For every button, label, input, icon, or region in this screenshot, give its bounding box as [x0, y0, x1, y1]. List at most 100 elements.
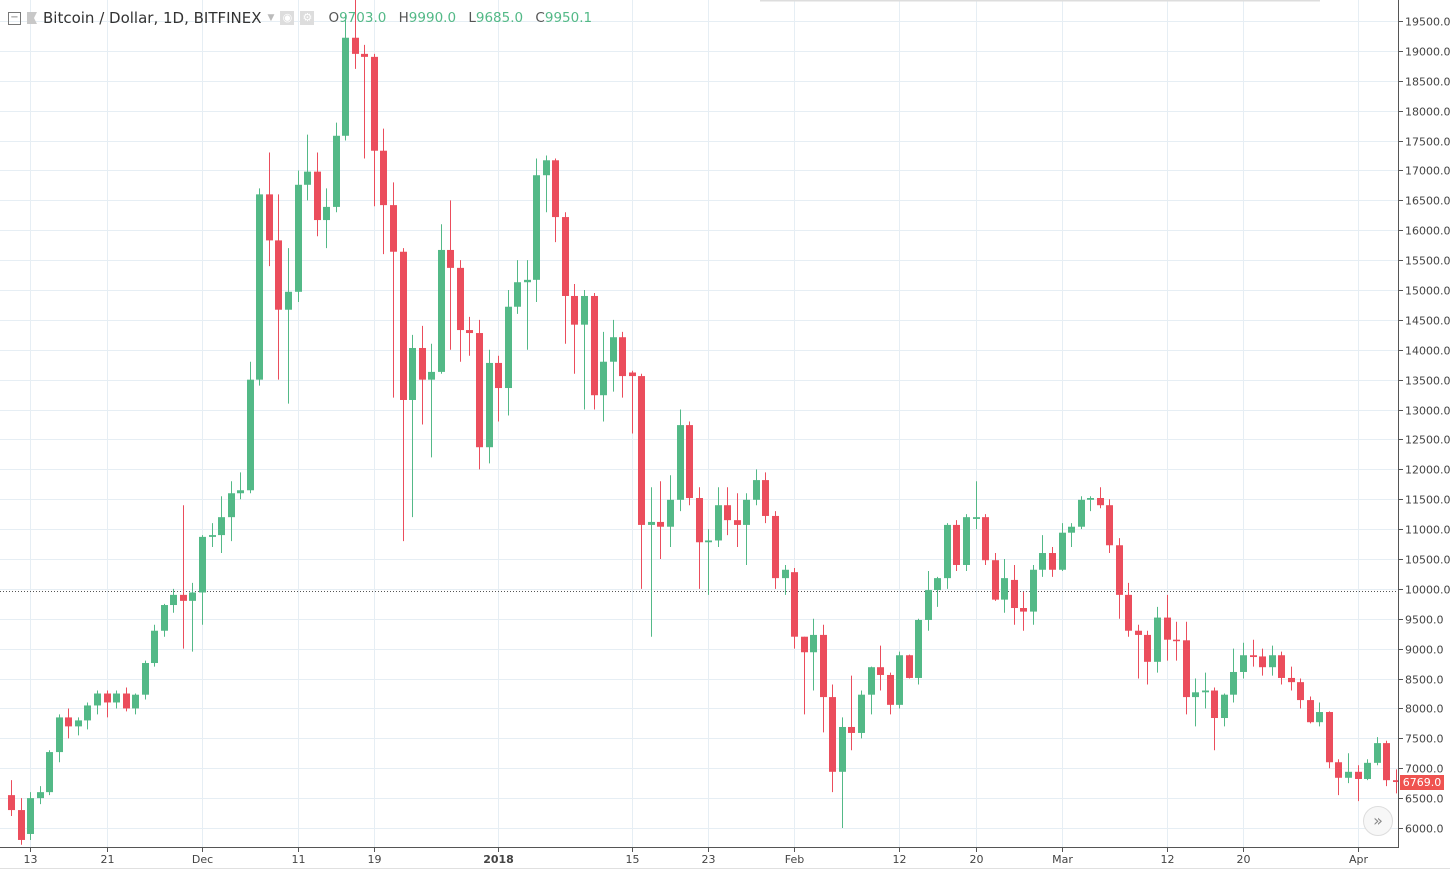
candle-up	[1087, 498, 1094, 500]
price-tick-label: 11500.0	[1405, 494, 1450, 507]
candle-up	[715, 505, 722, 541]
candle-down	[1049, 553, 1056, 570]
candle-down	[123, 693, 130, 709]
candle-down	[495, 362, 502, 389]
candle-up	[161, 605, 168, 631]
candle-up	[533, 175, 540, 280]
candle-up	[1001, 578, 1008, 600]
candle-down	[390, 205, 397, 252]
candle-up	[581, 295, 588, 325]
candle-up	[973, 517, 980, 519]
candle-up	[428, 371, 435, 380]
candle-down	[686, 425, 693, 499]
candle-up	[944, 524, 951, 579]
candle-up	[610, 337, 617, 362]
price-tick-label: 16000.0	[1405, 225, 1450, 238]
candle-up	[342, 37, 349, 136]
price-tick-label: 14000.0	[1405, 345, 1450, 358]
price-tick-label: 12000.0	[1405, 464, 1450, 477]
time-tick-label: 2018	[483, 853, 514, 866]
candle-down	[18, 810, 25, 840]
candle-up	[256, 194, 263, 380]
candle-up	[486, 362, 493, 448]
candle-up	[753, 480, 760, 500]
gear-icon[interactable]: ⚙	[300, 11, 315, 25]
price-tick-label: 18000.0	[1405, 106, 1450, 119]
candle-up	[285, 291, 292, 310]
candle-up	[84, 705, 91, 721]
candle-down	[657, 521, 664, 527]
price-axis[interactable]	[1398, 0, 1450, 848]
candle-up	[810, 634, 817, 653]
candle-down	[466, 330, 473, 334]
candle-up	[438, 249, 445, 372]
candle-up	[648, 521, 655, 525]
open-label: O	[328, 10, 340, 26]
candle-down	[1326, 712, 1333, 763]
candle-up	[1374, 743, 1381, 763]
price-tick-label: 17000.0	[1405, 165, 1450, 178]
candle-up	[1192, 692, 1199, 698]
candle-down	[772, 515, 779, 579]
candle-up	[915, 619, 922, 678]
collapse-icon[interactable]: −	[8, 11, 21, 25]
visibility-icon[interactable]: ◉	[280, 11, 295, 25]
candle-up	[1078, 499, 1085, 527]
candle-up	[1030, 569, 1037, 612]
candle-up	[1039, 553, 1046, 570]
price-tick-label: 6500.0	[1405, 793, 1444, 806]
chart-legend: − Bitcoin / Dollar, 1D, BITFINEX ▼ ◉ ⚙ O…	[8, 9, 592, 27]
candle-up	[677, 425, 684, 500]
time-axis-ticks[interactable]: 13 21 Dec 11 19 2018 15 23 Feb 12 20 Mar 12 20 Apr	[24, 847, 1369, 866]
candle-up	[333, 135, 340, 207]
candle-up	[189, 592, 196, 601]
scroll-to-realtime-button[interactable]: »	[1363, 806, 1393, 836]
chevron-down-icon[interactable]: ▼	[267, 13, 275, 23]
candle-down	[476, 333, 483, 448]
price-tick-label: 6000.0	[1405, 823, 1444, 836]
candle-down	[762, 480, 769, 516]
price-tick-label: 15500.0	[1405, 255, 1450, 268]
time-tick-label: 11	[292, 853, 306, 866]
candle-up	[199, 536, 206, 593]
price-tick-label: 19000.0	[1405, 46, 1450, 59]
time-tick-label: Dec	[192, 853, 213, 866]
candle-down	[1335, 762, 1342, 778]
candle-down	[552, 160, 559, 218]
candle-up	[142, 663, 149, 695]
candle-up	[839, 726, 846, 772]
candle-down	[1250, 655, 1257, 658]
price-tick-label: 7000.0	[1405, 763, 1444, 776]
candle-down	[400, 251, 407, 400]
candle-up	[858, 694, 865, 733]
candle-up	[925, 590, 932, 620]
symbol-title[interactable]: Bitcoin / Dollar, 1D, BITFINEX	[43, 9, 262, 27]
candle-down	[1297, 682, 1304, 701]
candle-down	[275, 240, 282, 310]
candle-down	[571, 295, 578, 325]
candle-up	[705, 540, 712, 543]
candle-down	[562, 217, 569, 296]
candle-up	[505, 306, 512, 389]
candle-up	[1240, 655, 1247, 672]
candle-down	[696, 498, 703, 543]
candle-down	[992, 560, 999, 600]
price-tick-label: 10000.0	[1405, 584, 1450, 597]
candle-down	[65, 717, 72, 727]
time-tick-label: 15	[626, 853, 640, 866]
high-value: 9990.0	[408, 10, 457, 26]
time-tick-label: 20	[1237, 853, 1251, 866]
price-tick-label: 7500.0	[1405, 733, 1444, 746]
flag-icon[interactable]	[27, 12, 37, 24]
price-tick-label: 16500.0	[1405, 195, 1450, 208]
high-label: H	[398, 10, 409, 26]
candle-up	[524, 279, 531, 283]
price-tick-label: 18500.0	[1405, 76, 1450, 89]
candle-up	[94, 693, 101, 706]
price-tick-label: 11000.0	[1405, 524, 1450, 537]
price-tick-label: 13500.0	[1405, 375, 1450, 388]
candle-down	[877, 667, 884, 675]
candle-up	[1230, 671, 1237, 695]
candle-up	[37, 792, 44, 799]
